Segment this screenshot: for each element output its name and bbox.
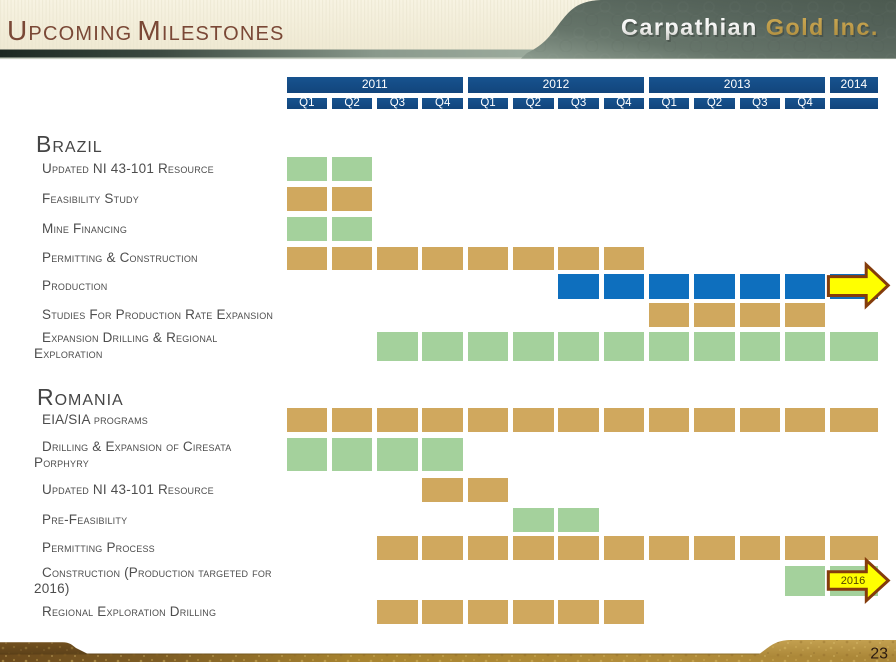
svg-text:Carpathian Gold Inc.: Carpathian Gold Inc. (621, 14, 879, 40)
svg-text:23: 23 (870, 646, 888, 662)
svg-text:Carpathian Gold Inc.: Carpathian Gold Inc. (623, 16, 881, 42)
